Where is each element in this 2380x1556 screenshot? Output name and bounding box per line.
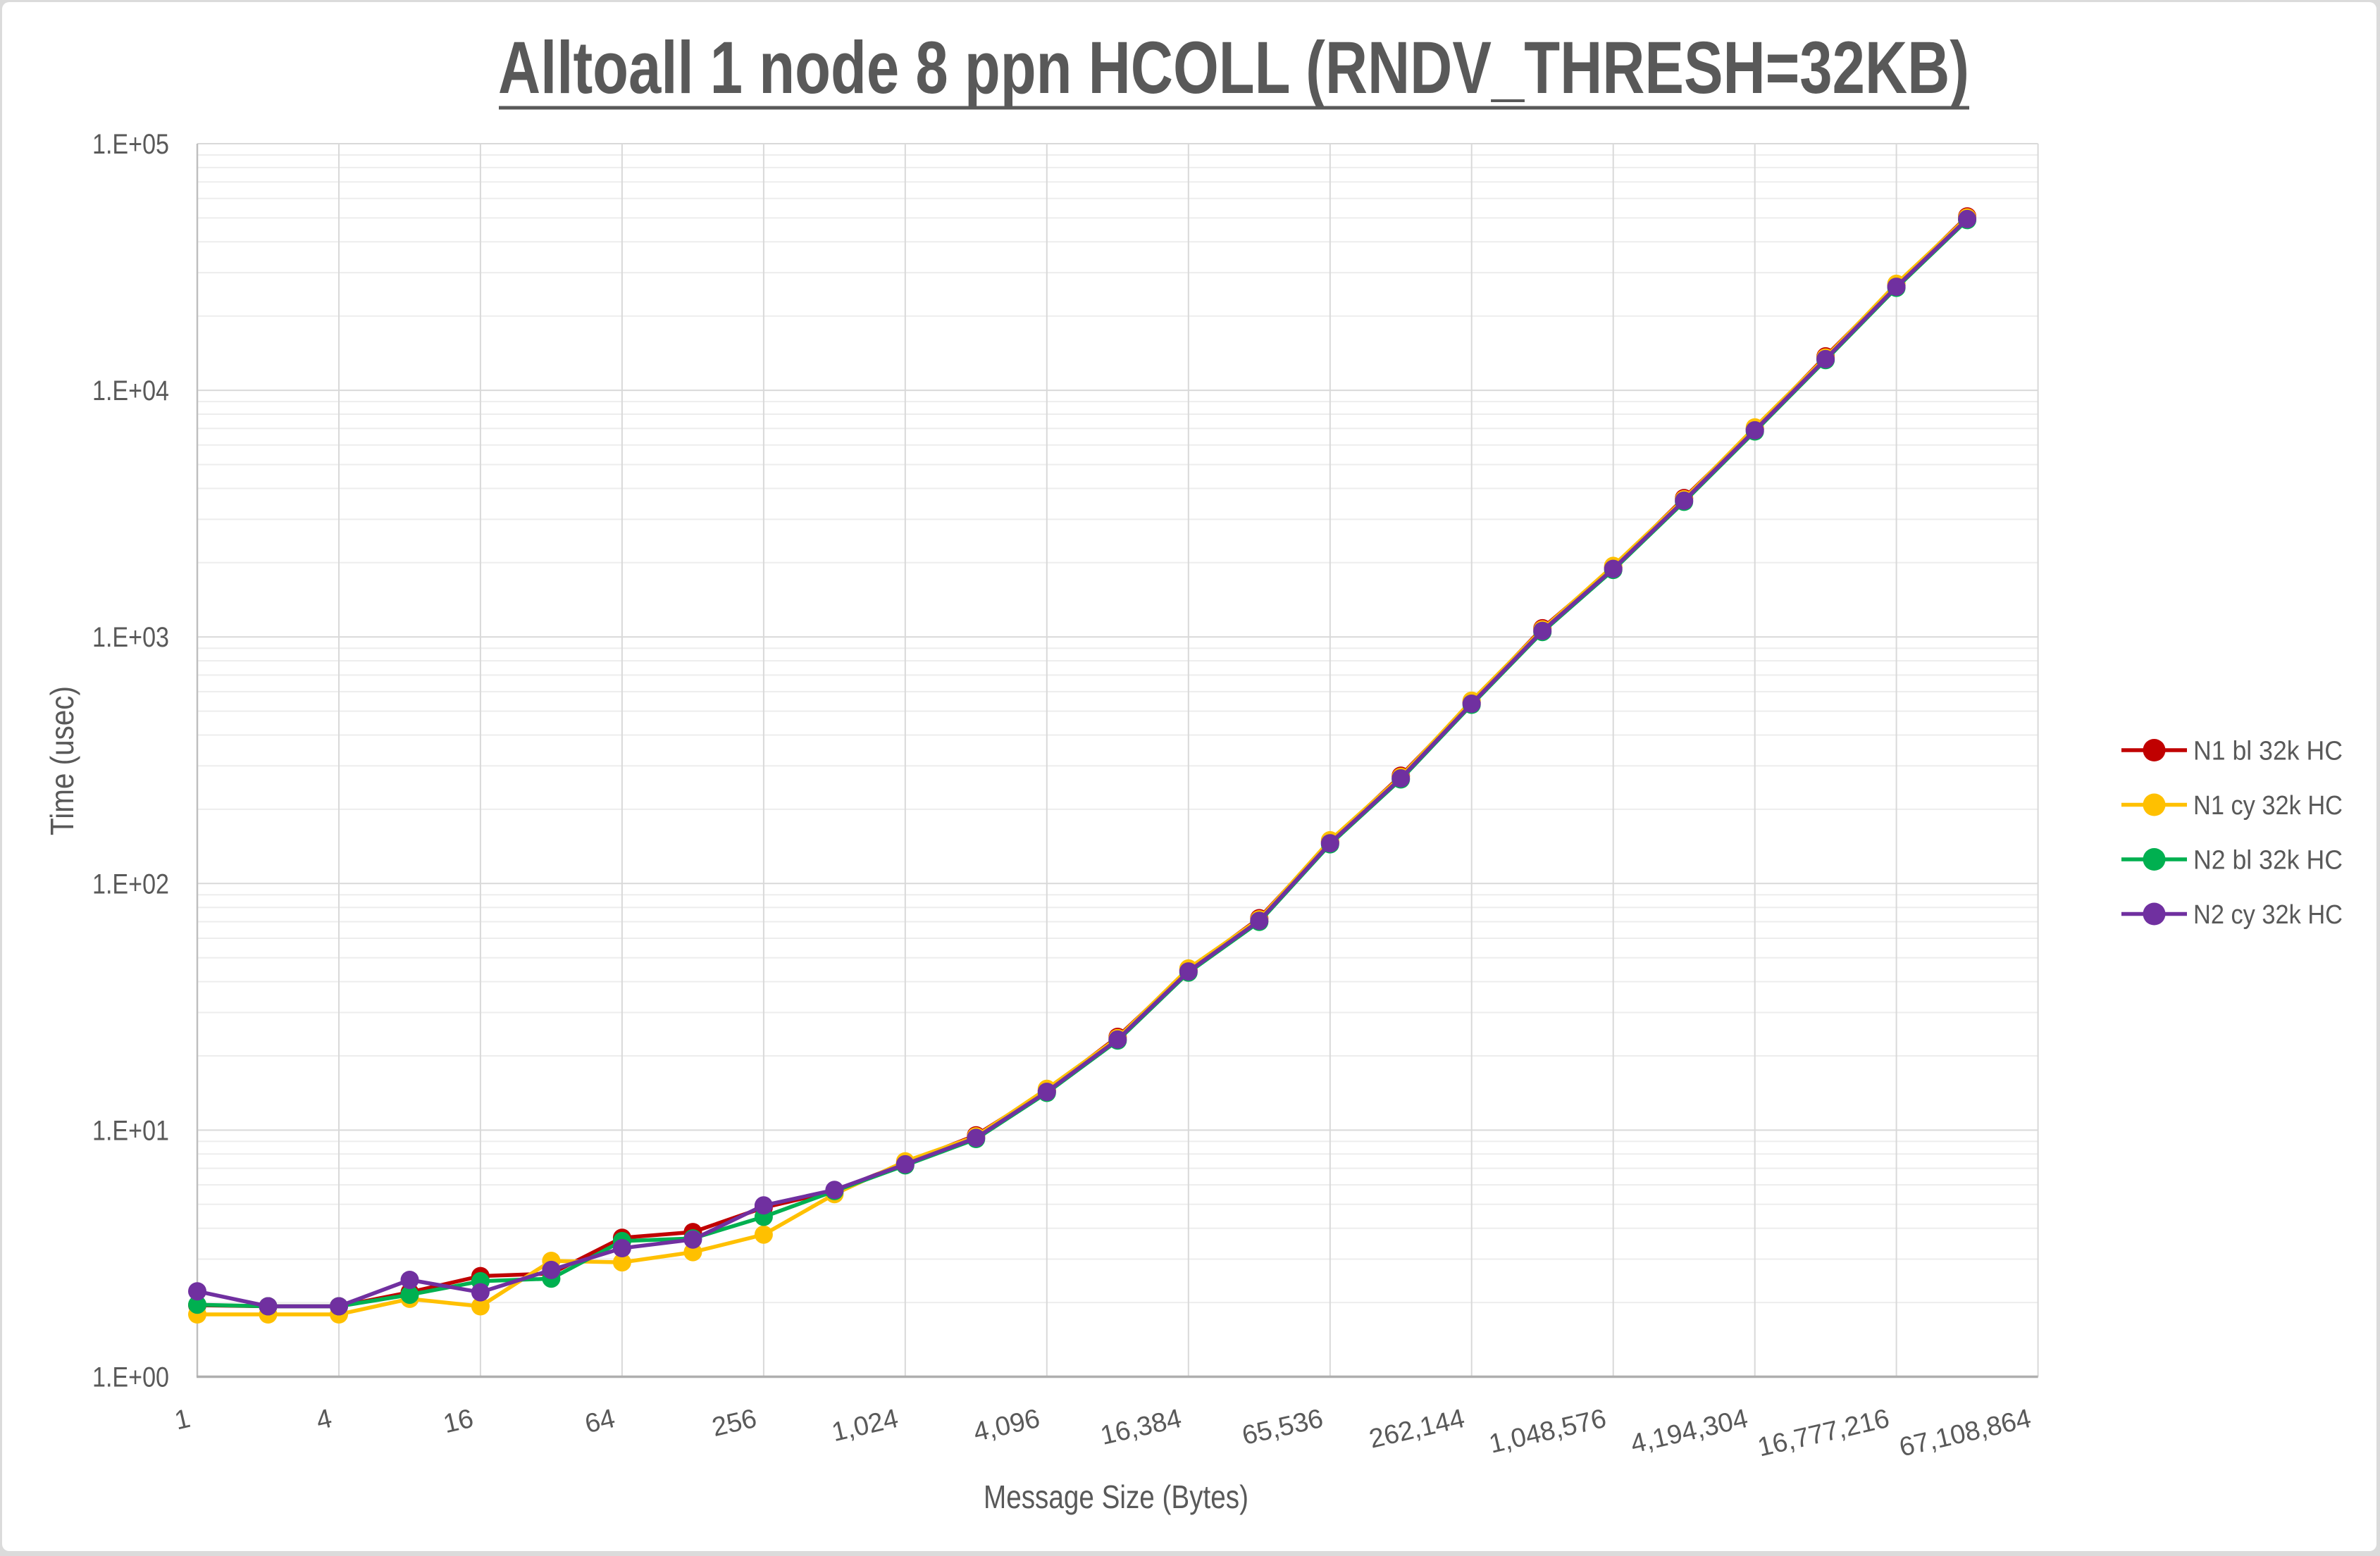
svg-text:1.E+04: 1.E+04 [92,375,169,406]
svg-text:16: 16 [440,1404,476,1439]
svg-text:1.E+00: 1.E+00 [92,1362,169,1393]
svg-text:Message Size (Bytes): Message Size (Bytes) [984,1479,1248,1515]
svg-text:N2 cy 32k HC: N2 cy 32k HC [2193,900,2343,930]
svg-text:N1 cy 32k HC: N1 cy 32k HC [2193,791,2343,821]
svg-text:Alltoall 1 node 8 ppn HCOLL (R: Alltoall 1 node 8 ppn HCOLL (RNDV_THRESH… [498,27,1969,109]
svg-text:1.E+05: 1.E+05 [92,129,169,160]
svg-text:64: 64 [582,1404,618,1439]
svg-text:N2 bl 32k HC: N2 bl 32k HC [2193,846,2343,876]
svg-text:Time (usec): Time (usec) [44,686,80,835]
svg-text:1.E+01: 1.E+01 [92,1115,169,1146]
svg-text:N1 bl 32k HC: N1 bl 32k HC [2193,737,2343,766]
svg-text:1.E+02: 1.E+02 [92,869,169,900]
svg-text:1.E+03: 1.E+03 [92,622,169,653]
